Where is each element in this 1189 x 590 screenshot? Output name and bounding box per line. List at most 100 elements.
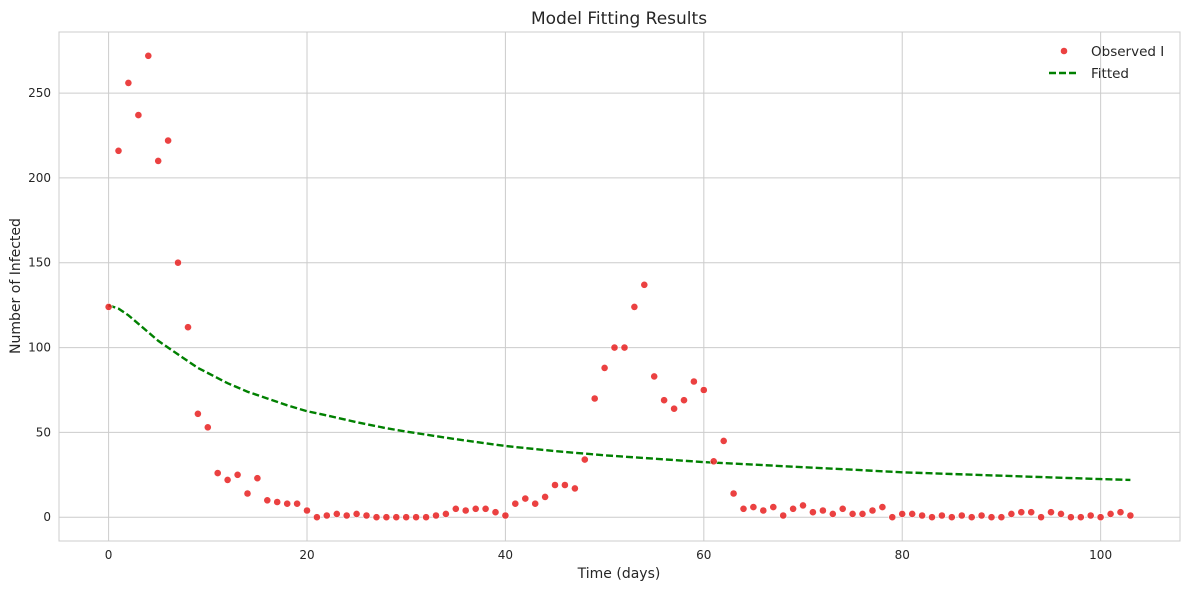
observed-point [1027, 508, 1036, 517]
y-tick-label: 50 [36, 425, 51, 439]
observed-point [342, 511, 351, 520]
observed-point [819, 506, 827, 515]
observed-point [848, 510, 857, 518]
observed-point [878, 503, 887, 511]
observed-point [888, 513, 897, 522]
legend: Observed I Fitted [1049, 44, 1164, 82]
y-tick-label: 200 [28, 171, 51, 185]
observed-point [600, 363, 609, 372]
y-tick-label: 250 [28, 86, 51, 100]
observed-point [729, 489, 738, 498]
observed-point [670, 404, 678, 413]
observed-point [293, 499, 301, 508]
observed-point [193, 409, 202, 418]
legend-label-observed: Observed I [1091, 44, 1164, 60]
observed-point [640, 280, 649, 289]
observed-point [154, 156, 163, 165]
observed-point [233, 470, 242, 479]
observed-point [203, 423, 212, 432]
x-tick-label: 20 [299, 548, 314, 562]
observed-point [680, 396, 688, 405]
observed-point [630, 302, 639, 311]
observed-point [918, 511, 926, 520]
observed-point [838, 504, 847, 513]
observed-point [451, 504, 460, 513]
observed-point [134, 111, 143, 119]
observed-point [987, 513, 996, 522]
observed-point [144, 51, 153, 60]
y-tick-label: 100 [28, 341, 51, 355]
observed-point [501, 511, 510, 520]
x-tick-label: 60 [696, 548, 711, 562]
observed-point [809, 508, 817, 517]
observed-point [650, 372, 659, 381]
x-tick-label: 40 [498, 548, 513, 562]
observed-point [858, 510, 867, 518]
y-tick-label: 150 [28, 256, 51, 270]
observed-point [471, 504, 480, 513]
observed-point [1116, 508, 1125, 517]
observed-point [561, 481, 569, 489]
observed-point [660, 396, 668, 405]
observed-point [799, 501, 807, 510]
observed-point [104, 302, 113, 311]
observed-point [938, 511, 946, 520]
observed-point [273, 498, 282, 506]
observed-point [362, 511, 371, 520]
observed-point [332, 510, 341, 518]
observed-point [590, 394, 599, 403]
observed-point [432, 511, 440, 520]
observed-point [928, 513, 936, 522]
observed-point [392, 513, 401, 522]
observed-point [1086, 511, 1095, 520]
observed-point [769, 503, 778, 511]
chart-title: Model Fitting Results [531, 9, 707, 29]
observed-point [382, 513, 391, 522]
observed-point [481, 504, 490, 513]
observed-point [610, 343, 619, 352]
observed-point [422, 513, 430, 522]
observed-point [164, 136, 172, 145]
observed-point [719, 436, 728, 445]
observed-point [174, 258, 182, 267]
x-axis-label: Time (days) [577, 566, 661, 582]
observed-point [1017, 508, 1026, 517]
observed-point [1057, 510, 1065, 518]
observed-point [759, 506, 768, 515]
grid [59, 32, 1180, 541]
observed-point [947, 513, 956, 522]
observed-point [690, 377, 698, 386]
observed-point [1126, 511, 1135, 520]
observed-point [312, 513, 321, 522]
observed-point [828, 510, 837, 518]
observed-point [551, 481, 559, 489]
observed-point [1007, 510, 1016, 518]
observed-point [213, 469, 222, 477]
x-tick-label: 0 [105, 548, 113, 562]
y-axis-ticks: 0 50 100 150 200 250 [28, 86, 51, 524]
observed-point [739, 504, 748, 513]
observed-point [531, 499, 540, 508]
observed-point [789, 504, 797, 513]
observed-point [699, 386, 708, 394]
observed-point [779, 511, 788, 520]
legend-marker-observed [1060, 47, 1068, 55]
observed-point [1106, 510, 1115, 518]
fitted-series [108, 304, 1131, 482]
y-tick-label: 0 [43, 510, 51, 524]
observed-point [898, 510, 907, 518]
fitted-line [108, 304, 1131, 482]
legend-label-fitted: Fitted [1091, 66, 1129, 82]
observed-point [223, 475, 232, 484]
observed-point [977, 511, 986, 520]
observed-point [402, 513, 411, 522]
plot-area [58, 31, 1181, 542]
observed-point [908, 510, 917, 518]
observed-point [352, 510, 361, 518]
observed-point [521, 494, 530, 503]
observed-point [124, 79, 133, 87]
x-tick-label: 80 [895, 548, 910, 562]
observed-point [709, 457, 718, 466]
y-axis-label: Number of Infected [8, 218, 24, 354]
